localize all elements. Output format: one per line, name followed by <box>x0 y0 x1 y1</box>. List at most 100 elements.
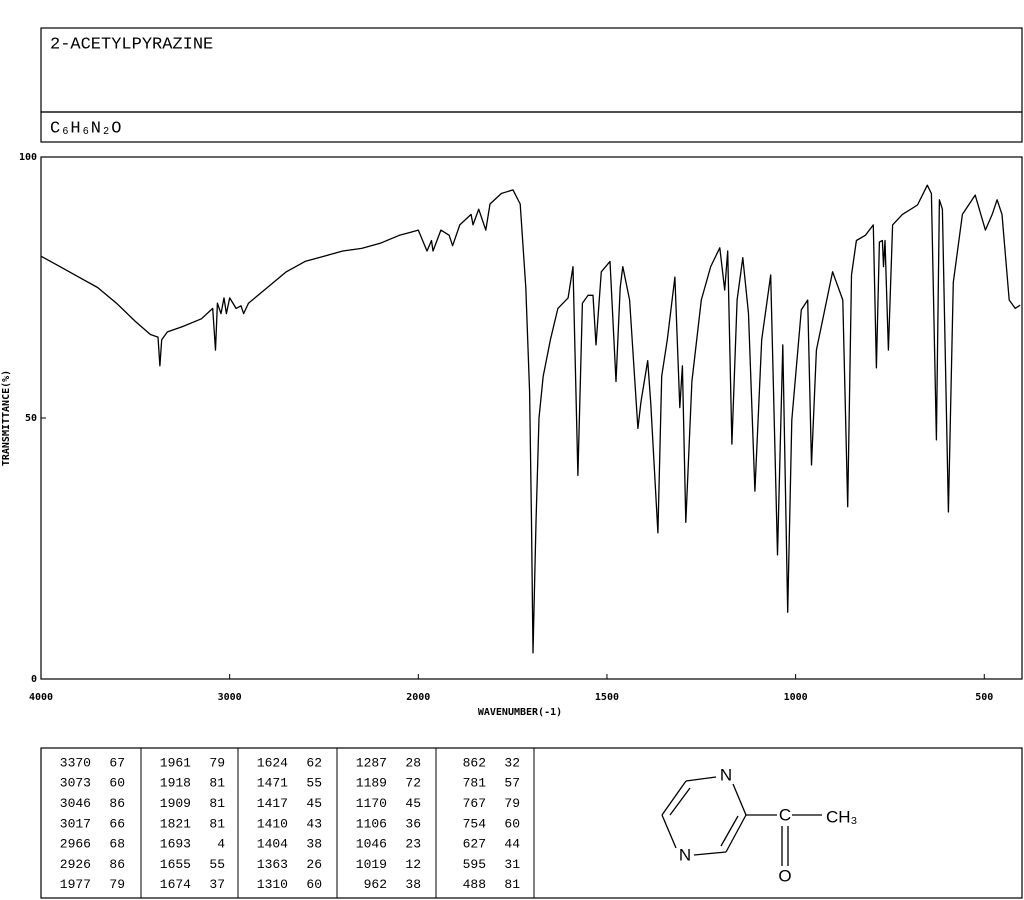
peak-wavenumber: 627 <box>463 837 486 852</box>
peak-transmittance: 68 <box>109 837 125 852</box>
peak-wavenumber: 1977 <box>60 877 91 892</box>
peak-wavenumber: 1170 <box>356 796 387 811</box>
y-axis-label: TRANSMITTANCE(%) <box>1 370 12 466</box>
x-tick-label: 2000 <box>406 692 430 703</box>
plot-frame <box>40 156 1023 680</box>
x-tick-label: 3000 <box>218 692 242 703</box>
peak-transmittance: 66 <box>109 816 125 831</box>
peak-transmittance: 79 <box>209 755 225 770</box>
peak-wavenumber: 781 <box>463 776 487 791</box>
bond <box>685 776 717 782</box>
peak-transmittance: 79 <box>109 877 125 892</box>
atom-label: N <box>720 765 732 784</box>
x-tick-label: 1500 <box>595 692 619 703</box>
spectrum-line <box>40 184 1021 654</box>
peak-wavenumber: 767 <box>463 796 486 811</box>
peak-wavenumber: 3046 <box>60 796 91 811</box>
peak-wavenumber: 595 <box>463 857 486 872</box>
atom-label: CH₃ <box>826 807 857 826</box>
formula-box <box>40 111 1023 143</box>
peak-table-frame <box>40 747 1023 899</box>
peak-wavenumber: 1909 <box>160 796 191 811</box>
peak-wavenumber: 3073 <box>60 776 91 791</box>
peak-wavenumber: 862 <box>463 755 486 770</box>
peak-transmittance: 72 <box>405 776 421 791</box>
peak-wavenumber: 1106 <box>356 816 387 831</box>
peak-wavenumber: 1961 <box>160 755 191 770</box>
peak-transmittance: 62 <box>306 755 322 770</box>
peak-wavenumber: 1624 <box>257 755 288 770</box>
peak-wavenumber: 1046 <box>356 837 387 852</box>
peak-transmittance: 26 <box>306 857 322 872</box>
peak-wavenumber: 1417 <box>257 796 288 811</box>
peak-transmittance: 55 <box>209 857 225 872</box>
y-tick-label: 0 <box>31 674 37 685</box>
bond <box>693 851 727 856</box>
peak-wavenumber: 2926 <box>60 857 91 872</box>
atom-label: N <box>679 845 691 864</box>
peak-wavenumber: 488 <box>463 877 486 892</box>
peak-transmittance: 45 <box>306 796 322 811</box>
x-tick-label: 1000 <box>784 692 808 703</box>
bond <box>661 780 687 816</box>
peak-transmittance: 57 <box>504 776 520 791</box>
peak-transmittance: 60 <box>109 776 125 791</box>
peak-wavenumber: 1363 <box>257 857 288 872</box>
peak-transmittance: 81 <box>504 877 520 892</box>
peak-transmittance: 32 <box>504 755 520 770</box>
peak-transmittance: 31 <box>504 857 520 872</box>
peak-wavenumber: 754 <box>463 816 487 831</box>
peak-wavenumber: 1404 <box>257 837 288 852</box>
peak-transmittance: 12 <box>405 857 421 872</box>
x-axis-label: WAVENUMBER(-1) <box>478 707 562 718</box>
peak-transmittance: 81 <box>209 796 225 811</box>
peak-wavenumber: 1410 <box>257 816 288 831</box>
bond <box>669 787 691 816</box>
bond <box>732 783 747 816</box>
peak-transmittance: 79 <box>504 796 520 811</box>
peak-wavenumber: 1655 <box>160 857 191 872</box>
peak-transmittance: 60 <box>306 877 322 892</box>
peak-transmittance: 43 <box>306 816 322 831</box>
peak-transmittance: 86 <box>109 857 125 872</box>
peak-transmittance: 4 <box>217 837 225 852</box>
peak-wavenumber: 962 <box>364 877 387 892</box>
bond <box>661 814 677 849</box>
peak-transmittance: 86 <box>109 796 125 811</box>
compound-formula: C₆H₆N₂O <box>50 119 121 138</box>
peak-wavenumber: 1674 <box>160 877 191 892</box>
x-tick-label: 500 <box>975 692 993 703</box>
peak-transmittance: 23 <box>405 837 421 852</box>
peak-wavenumber: 1019 <box>356 857 387 872</box>
peak-wavenumber: 1287 <box>356 755 387 770</box>
atom-label: O <box>778 866 791 885</box>
peak-wavenumber: 1918 <box>160 776 191 791</box>
atom-label: C <box>779 805 791 824</box>
y-tick-label: 50 <box>25 413 37 424</box>
x-tick-label: 4000 <box>29 692 53 703</box>
peak-wavenumber: 1471 <box>257 776 288 791</box>
peak-transmittance: 37 <box>209 877 225 892</box>
peak-transmittance: 55 <box>306 776 322 791</box>
bond <box>725 814 747 853</box>
structure <box>661 776 822 866</box>
peak-wavenumber: 1693 <box>160 837 191 852</box>
peak-wavenumber: 1189 <box>356 776 387 791</box>
y-tick-label: 100 <box>19 152 37 163</box>
peak-wavenumber: 1310 <box>257 877 288 892</box>
peak-wavenumber: 3370 <box>60 755 91 770</box>
peak-transmittance: 81 <box>209 816 225 831</box>
peak-transmittance: 38 <box>405 877 421 892</box>
peak-wavenumber: 1821 <box>160 816 191 831</box>
peak-transmittance: 28 <box>405 755 421 770</box>
peak-transmittance: 38 <box>306 837 322 852</box>
peak-transmittance: 67 <box>109 755 125 770</box>
bond <box>720 815 739 847</box>
peak-transmittance: 36 <box>405 816 421 831</box>
peak-transmittance: 81 <box>209 776 225 791</box>
peak-transmittance: 44 <box>504 837 520 852</box>
compound-title: 2-ACETYLPYRAZINE <box>50 35 213 54</box>
peak-wavenumber: 2966 <box>60 837 91 852</box>
peak-transmittance: 60 <box>504 816 520 831</box>
